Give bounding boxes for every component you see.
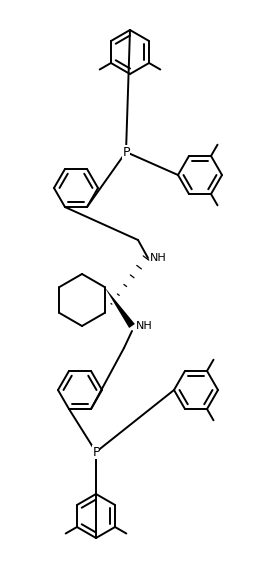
- Text: NH: NH: [150, 253, 167, 263]
- Polygon shape: [105, 287, 135, 328]
- Text: P: P: [122, 145, 130, 158]
- Text: NH: NH: [136, 321, 153, 331]
- Text: P: P: [92, 445, 100, 458]
